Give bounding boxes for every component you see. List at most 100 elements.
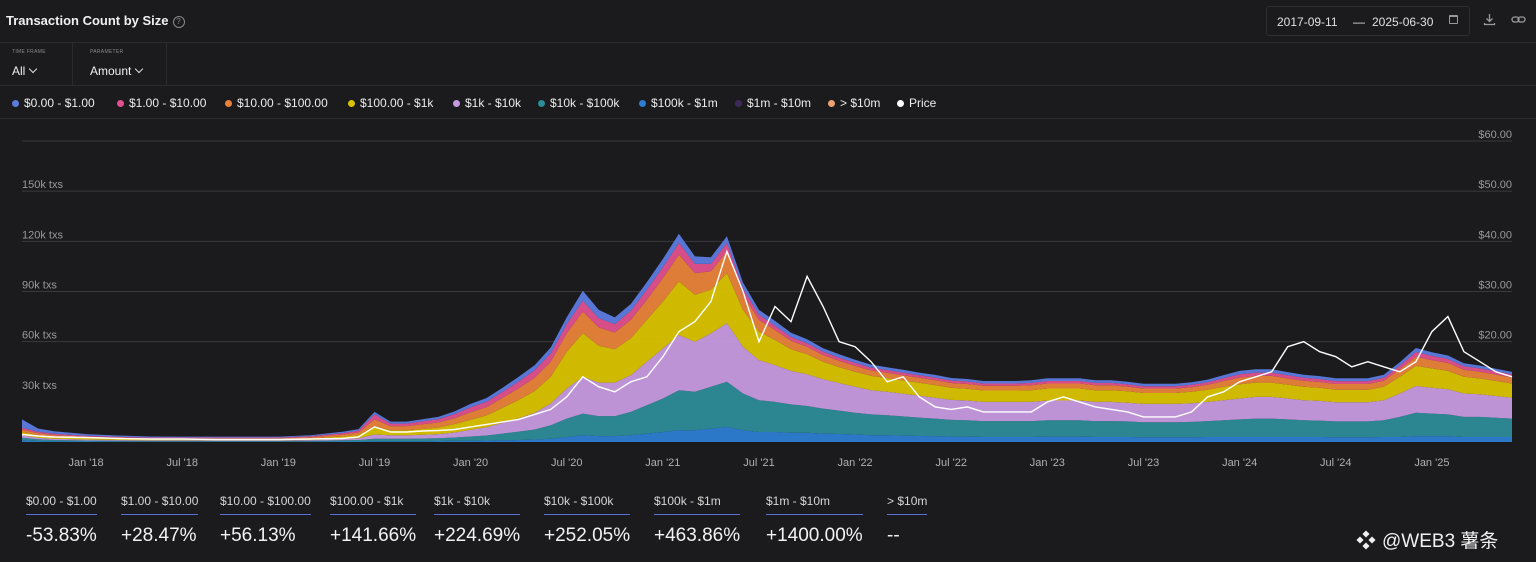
stat-item: $100.00 - $1k +141.66% bbox=[330, 494, 417, 547]
legend-dot bbox=[897, 100, 904, 107]
x-tick-label: Jul '24 bbox=[1320, 457, 1351, 469]
legend-label: $1m - $10m bbox=[747, 96, 812, 110]
legend-label: $1k - $10k bbox=[465, 96, 522, 110]
filter-bar: TIME FRAME All PARAMETER Amount bbox=[0, 43, 1536, 86]
stat-item: $0.00 - $1.00 -53.83% bbox=[26, 494, 97, 547]
legend-label: $10.00 - $100.00 bbox=[237, 96, 328, 110]
legend-item[interactable]: Price bbox=[897, 96, 936, 110]
parameter-dropdown[interactable]: PARAMETER Amount bbox=[78, 43, 167, 85]
legend-item[interactable]: $100.00 - $1k bbox=[348, 96, 433, 110]
x-tick-label: Jul '22 bbox=[936, 457, 967, 469]
stat-value: +28.47% bbox=[121, 525, 197, 546]
legend-label: $0.00 - $1.00 bbox=[24, 96, 95, 110]
x-tick-label: Jan '22 bbox=[838, 457, 873, 469]
y-left-tick-label: 120k txs bbox=[22, 229, 63, 241]
area-series-10-00-100-00 bbox=[22, 251, 1512, 440]
calendar-icon[interactable] bbox=[1449, 15, 1458, 24]
date-end[interactable]: 2025-06-30 bbox=[1372, 15, 1434, 29]
page-title: Transaction Count by Size? bbox=[6, 13, 185, 28]
stat-value: +224.69% bbox=[434, 525, 521, 546]
y-right-tick-label: $30.00 bbox=[1478, 280, 1512, 292]
legend-dot bbox=[538, 100, 545, 107]
y-left-tick-label: 60k txs bbox=[22, 330, 57, 342]
link-icon[interactable] bbox=[1511, 13, 1526, 26]
y-right-tick-label: $40.00 bbox=[1478, 229, 1512, 241]
stat-value: +56.13% bbox=[220, 525, 296, 546]
x-tick-label: Jul '18 bbox=[166, 457, 197, 469]
y-right-tick-label: $50.00 bbox=[1478, 179, 1512, 191]
chevron-down-icon[interactable] bbox=[135, 64, 144, 74]
legend-dot bbox=[117, 100, 124, 107]
stat-label: $1m - $10m bbox=[766, 494, 863, 515]
y-left-tick-label: 30k txs bbox=[22, 380, 57, 392]
legend-item[interactable]: $100k - $1m bbox=[639, 96, 718, 110]
watermark-text: @WEB3 薯条 bbox=[1382, 531, 1499, 552]
stat-label: $10.00 - $100.00 bbox=[220, 494, 311, 515]
y-right-tick-label: $20.00 bbox=[1478, 330, 1512, 342]
x-tick-label: Jul '23 bbox=[1128, 457, 1159, 469]
x-tick-label: Jul '19 bbox=[359, 457, 390, 469]
legend-label: $100.00 - $1k bbox=[360, 96, 434, 110]
date-start[interactable]: 2017-09-11 bbox=[1277, 15, 1338, 29]
x-tick-label: Jan '23 bbox=[1030, 457, 1065, 469]
legend-item[interactable]: $1.00 - $10.00 bbox=[117, 96, 206, 110]
area-series-100k-1m bbox=[22, 426, 1512, 442]
stat-value: -- bbox=[887, 525, 900, 546]
chart-header: Transaction Count by Size? 2017-09-11 — … bbox=[0, 0, 1536, 43]
diamond-logo-icon bbox=[1356, 530, 1376, 550]
download-icon[interactable] bbox=[1483, 13, 1496, 26]
stat-item: $1k - $10k +224.69% bbox=[434, 494, 521, 547]
help-icon[interactable]: ? bbox=[172, 16, 185, 28]
x-tick-label: Jan '19 bbox=[261, 457, 296, 469]
stat-item: $1.00 - $10.00 +28.47% bbox=[121, 494, 199, 547]
legend-label: Price bbox=[909, 96, 937, 110]
legend-dot bbox=[735, 100, 742, 107]
change-summary: $0.00 - $1.00 -53.83% $1.00 - $10.00 +28.4… bbox=[0, 494, 1536, 562]
area-series-1k-10k bbox=[22, 323, 1512, 441]
date-range-picker[interactable]: 2017-09-11 — 2025-06-30 bbox=[1266, 6, 1470, 36]
x-tick-label: Jan '18 bbox=[69, 457, 104, 469]
legend-item[interactable]: $10.00 - $100.00 bbox=[225, 96, 328, 110]
stat-value: -53.83% bbox=[26, 525, 97, 546]
time-frame-dropdown[interactable]: TIME FRAME All bbox=[0, 43, 73, 85]
x-tick-label: Jan '25 bbox=[1414, 457, 1449, 469]
stat-value: +141.66% bbox=[330, 525, 417, 546]
chevron-down-icon[interactable] bbox=[29, 64, 38, 74]
area-series-10k-100k bbox=[22, 381, 1512, 442]
legend-dot bbox=[453, 100, 460, 107]
time-frame-caption: TIME FRAME bbox=[12, 49, 46, 55]
chart-legend: $0.00 - $1.00 $1.00 - $10.00 $10.00 - $1… bbox=[0, 86, 1536, 119]
legend-dot bbox=[12, 100, 19, 107]
y-left-tick-label: 90k txs bbox=[22, 280, 57, 292]
legend-dot bbox=[639, 100, 646, 107]
legend-item[interactable]: $0.00 - $1.00 bbox=[12, 96, 95, 110]
stat-value: +252.05% bbox=[544, 525, 631, 546]
stat-item: $1m - $10m +1400.00% bbox=[766, 494, 863, 547]
x-tick-label: Jan '24 bbox=[1222, 457, 1257, 469]
x-tick-label: Jul '20 bbox=[551, 457, 582, 469]
legend-item[interactable]: $1m - $10m bbox=[735, 96, 811, 110]
legend-dot bbox=[828, 100, 835, 107]
x-tick-label: Jan '21 bbox=[645, 457, 680, 469]
stat-item: $100k - $1m +463.86% bbox=[654, 494, 741, 547]
x-tick-label: Jul '21 bbox=[743, 457, 774, 469]
transaction-count-chart[interactable]: 30k txs 60k txs 90k txs 120k txs 150k txs $20… bbox=[0, 119, 1536, 489]
stat-item: $10k - $100k +252.05% bbox=[544, 494, 631, 547]
stat-value: +1400.00% bbox=[766, 525, 863, 546]
x-tick-label: Jan '20 bbox=[453, 457, 488, 469]
legend-label: > $10m bbox=[840, 96, 881, 110]
stat-label: $0.00 - $1.00 bbox=[26, 494, 97, 515]
date-separator: — bbox=[1353, 15, 1365, 29]
stat-label: $1.00 - $10.00 bbox=[121, 494, 199, 515]
stat-value: +463.86% bbox=[654, 525, 741, 546]
legend-item[interactable]: > $10m bbox=[828, 96, 880, 110]
parameter-caption: PARAMETER bbox=[90, 49, 124, 55]
parameter-value[interactable]: Amount bbox=[90, 64, 132, 78]
legend-item[interactable]: $10k - $100k bbox=[538, 96, 619, 110]
legend-item[interactable]: $1k - $10k bbox=[453, 96, 521, 110]
legend-label: $1.00 - $10.00 bbox=[129, 96, 207, 110]
y-left-tick-label: 150k txs bbox=[22, 179, 63, 191]
time-frame-value[interactable]: All bbox=[12, 64, 26, 78]
price-line bbox=[21, 249, 1513, 441]
legend-label: $10k - $100k bbox=[550, 96, 620, 110]
